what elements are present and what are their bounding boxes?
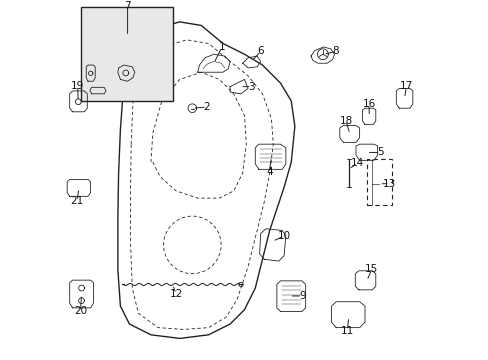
Text: 1: 1 [218,42,224,52]
Text: 4: 4 [265,167,272,177]
Text: 5: 5 [376,148,383,157]
Text: 6: 6 [257,46,264,57]
Text: 18: 18 [339,116,352,126]
Text: 3: 3 [248,82,254,91]
Bar [366,158,391,205]
Text: 15: 15 [365,264,378,274]
Text: 13: 13 [383,179,396,189]
Text: 20: 20 [74,306,87,316]
Text: 7: 7 [124,1,131,12]
Text: 21: 21 [70,196,83,206]
Text: 19: 19 [71,81,84,91]
Bar [81,8,172,101]
Text: 9: 9 [299,291,305,301]
Text: 11: 11 [340,325,353,336]
Text: 2: 2 [203,102,210,112]
Text: 16: 16 [362,99,375,109]
Text: 14: 14 [350,158,364,168]
Text: 12: 12 [169,289,183,299]
Text: 8: 8 [332,46,339,57]
Text: 17: 17 [399,81,412,91]
Text: 10: 10 [277,231,290,241]
